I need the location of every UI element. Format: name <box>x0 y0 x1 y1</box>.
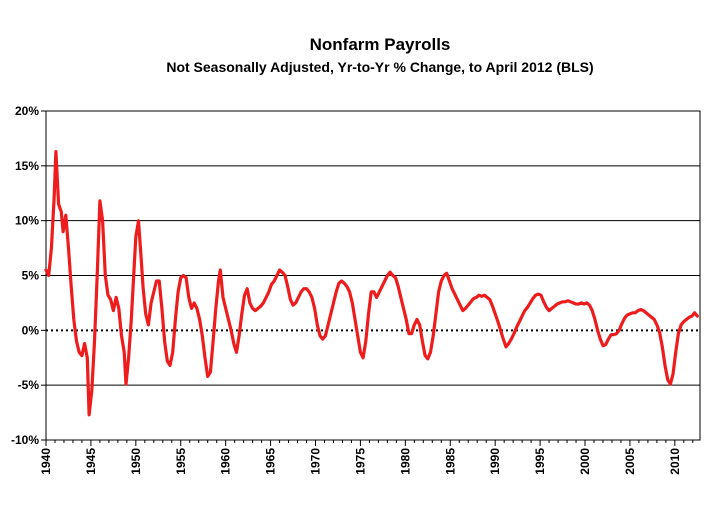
y-tick-label: 0% <box>22 323 40 337</box>
y-tick-label: 15% <box>15 159 39 173</box>
y-axis: -10% -5% 0% 5% 10% 15% 20% <box>11 104 46 447</box>
chart-subtitle: Not Seasonally Adjusted, Yr-to-Yr % Chan… <box>166 59 593 75</box>
x-axis: 1940 1945 1950 1955 1960 1965 1970 1975 1980 1985… <box>39 440 694 475</box>
plot-area <box>45 110 701 441</box>
x-tick-label: 1950 <box>129 448 143 475</box>
x-tick-label: 1970 <box>309 448 323 475</box>
series-layer <box>44 150 699 417</box>
x-tick-label: 1960 <box>219 448 233 475</box>
x-tick-label: 2010 <box>668 448 682 475</box>
y-tick-label: -5% <box>18 378 40 392</box>
x-tick-label: 1940 <box>39 448 53 475</box>
x-tick-label: 1990 <box>488 448 502 475</box>
x-tick-label: 1985 <box>443 448 457 475</box>
x-tick-label: 1955 <box>174 448 188 475</box>
y-tick-label: -10% <box>11 433 39 447</box>
x-tick-label: 1945 <box>84 448 98 475</box>
x-tick-label: 1975 <box>353 448 367 475</box>
x-tick-label: 2000 <box>578 448 592 475</box>
y-tick-label: 20% <box>15 104 39 118</box>
series-line <box>44 150 699 417</box>
x-tick-label: 1980 <box>398 448 412 475</box>
plot-border <box>45 110 701 441</box>
x-tick-label: 1995 <box>533 448 547 475</box>
y-tick-label: 5% <box>22 269 40 283</box>
x-tick-label: 2005 <box>623 448 637 475</box>
y-tick-label: 10% <box>15 214 39 228</box>
x-tick-label: 1965 <box>264 448 278 475</box>
grid-lines <box>46 110 700 441</box>
chart-title: Nonfarm Payrolls <box>310 35 451 54</box>
